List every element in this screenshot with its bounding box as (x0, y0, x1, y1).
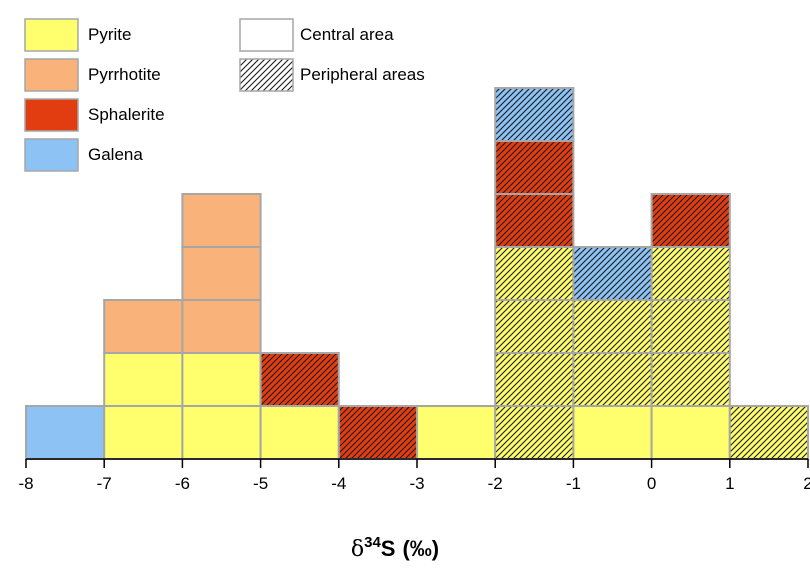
bar-cell (650, 352, 731, 407)
legend-swatch (24, 98, 79, 132)
x-tick-label: -8 (18, 474, 33, 493)
x-tick-label: -3 (409, 474, 424, 493)
legend-swatch (239, 18, 294, 52)
legend-label: Sphalerite (88, 105, 165, 124)
bar-cell (337, 405, 418, 460)
x-tick-label: 0 (647, 474, 656, 493)
legend-label: Peripheral areas (300, 65, 425, 84)
bars (25, 87, 809, 460)
bar-cell (494, 299, 575, 354)
x-tick-label: -4 (331, 474, 346, 493)
x-axis-title-element: S (381, 536, 396, 561)
legend-item-pyrrhotite: Pyrrhotite (24, 58, 161, 92)
x-axis-title-superscript: 34 (364, 534, 381, 551)
legend: Pyrite Pyrrhotite Sphalerite Galena Central … (24, 18, 425, 172)
bar-cell (103, 352, 184, 407)
x-tick-label: -5 (253, 474, 268, 493)
legend-label: Pyrrhotite (88, 65, 161, 84)
bar-cell (650, 299, 731, 354)
bar-cell (25, 405, 106, 460)
bar-cell (103, 299, 184, 354)
legend-item-pyrite: Pyrite (24, 18, 131, 52)
bar-cell (650, 246, 731, 301)
bar-cell (181, 405, 262, 460)
bar-cell (259, 352, 340, 407)
x-tick-label: 2 (803, 474, 810, 493)
legend-swatch (239, 58, 294, 92)
x-axis-title: δ34S (‰) (351, 534, 439, 562)
x-tick-label: -1 (566, 474, 581, 493)
x-tick-label: -6 (175, 474, 190, 493)
legend-item-galena: Galena (24, 138, 143, 172)
bar-cell (494, 87, 575, 142)
bar-cell (181, 193, 262, 248)
bar-cell (494, 405, 575, 460)
legend-label: Galena (88, 145, 143, 164)
legend-item-sphalerite: Sphalerite (24, 98, 165, 132)
legend-label: Central area (300, 25, 394, 44)
bar-cell (494, 352, 575, 407)
bar-cell (259, 405, 340, 460)
legend-swatch (24, 138, 79, 172)
bar-cell (572, 352, 653, 407)
legend-item-peripheral: Peripheral areas (239, 58, 425, 92)
x-axis-title-unit: (‰) (402, 536, 439, 561)
bar-cell (416, 405, 497, 460)
x-tick-label: 1 (725, 474, 734, 493)
x-axis-title-delta: δ (351, 537, 364, 562)
legend-label: Pyrite (88, 25, 131, 44)
bar-cell (181, 352, 262, 407)
x-axis: -8 -7 -6 -5 -4 -3 -2 -1 0 1 2 (18, 458, 810, 493)
legend-swatch (24, 58, 79, 92)
bar-cell (181, 299, 262, 354)
legend-swatch (24, 18, 79, 52)
bar-cell (494, 140, 575, 195)
x-tick-label: -2 (488, 474, 503, 493)
bar-cell (494, 246, 575, 301)
bar-cell (103, 405, 184, 460)
bar-cell (650, 193, 731, 248)
bar-cell (650, 405, 731, 460)
bar-cell (572, 299, 653, 354)
bar-cell (494, 193, 575, 248)
bar-cell (181, 246, 262, 301)
bar-cell (728, 405, 809, 460)
legend-item-central: Central area (239, 18, 394, 52)
bar-cell (572, 405, 653, 460)
x-tick-label: -7 (97, 474, 112, 493)
bar-cell (572, 246, 653, 301)
